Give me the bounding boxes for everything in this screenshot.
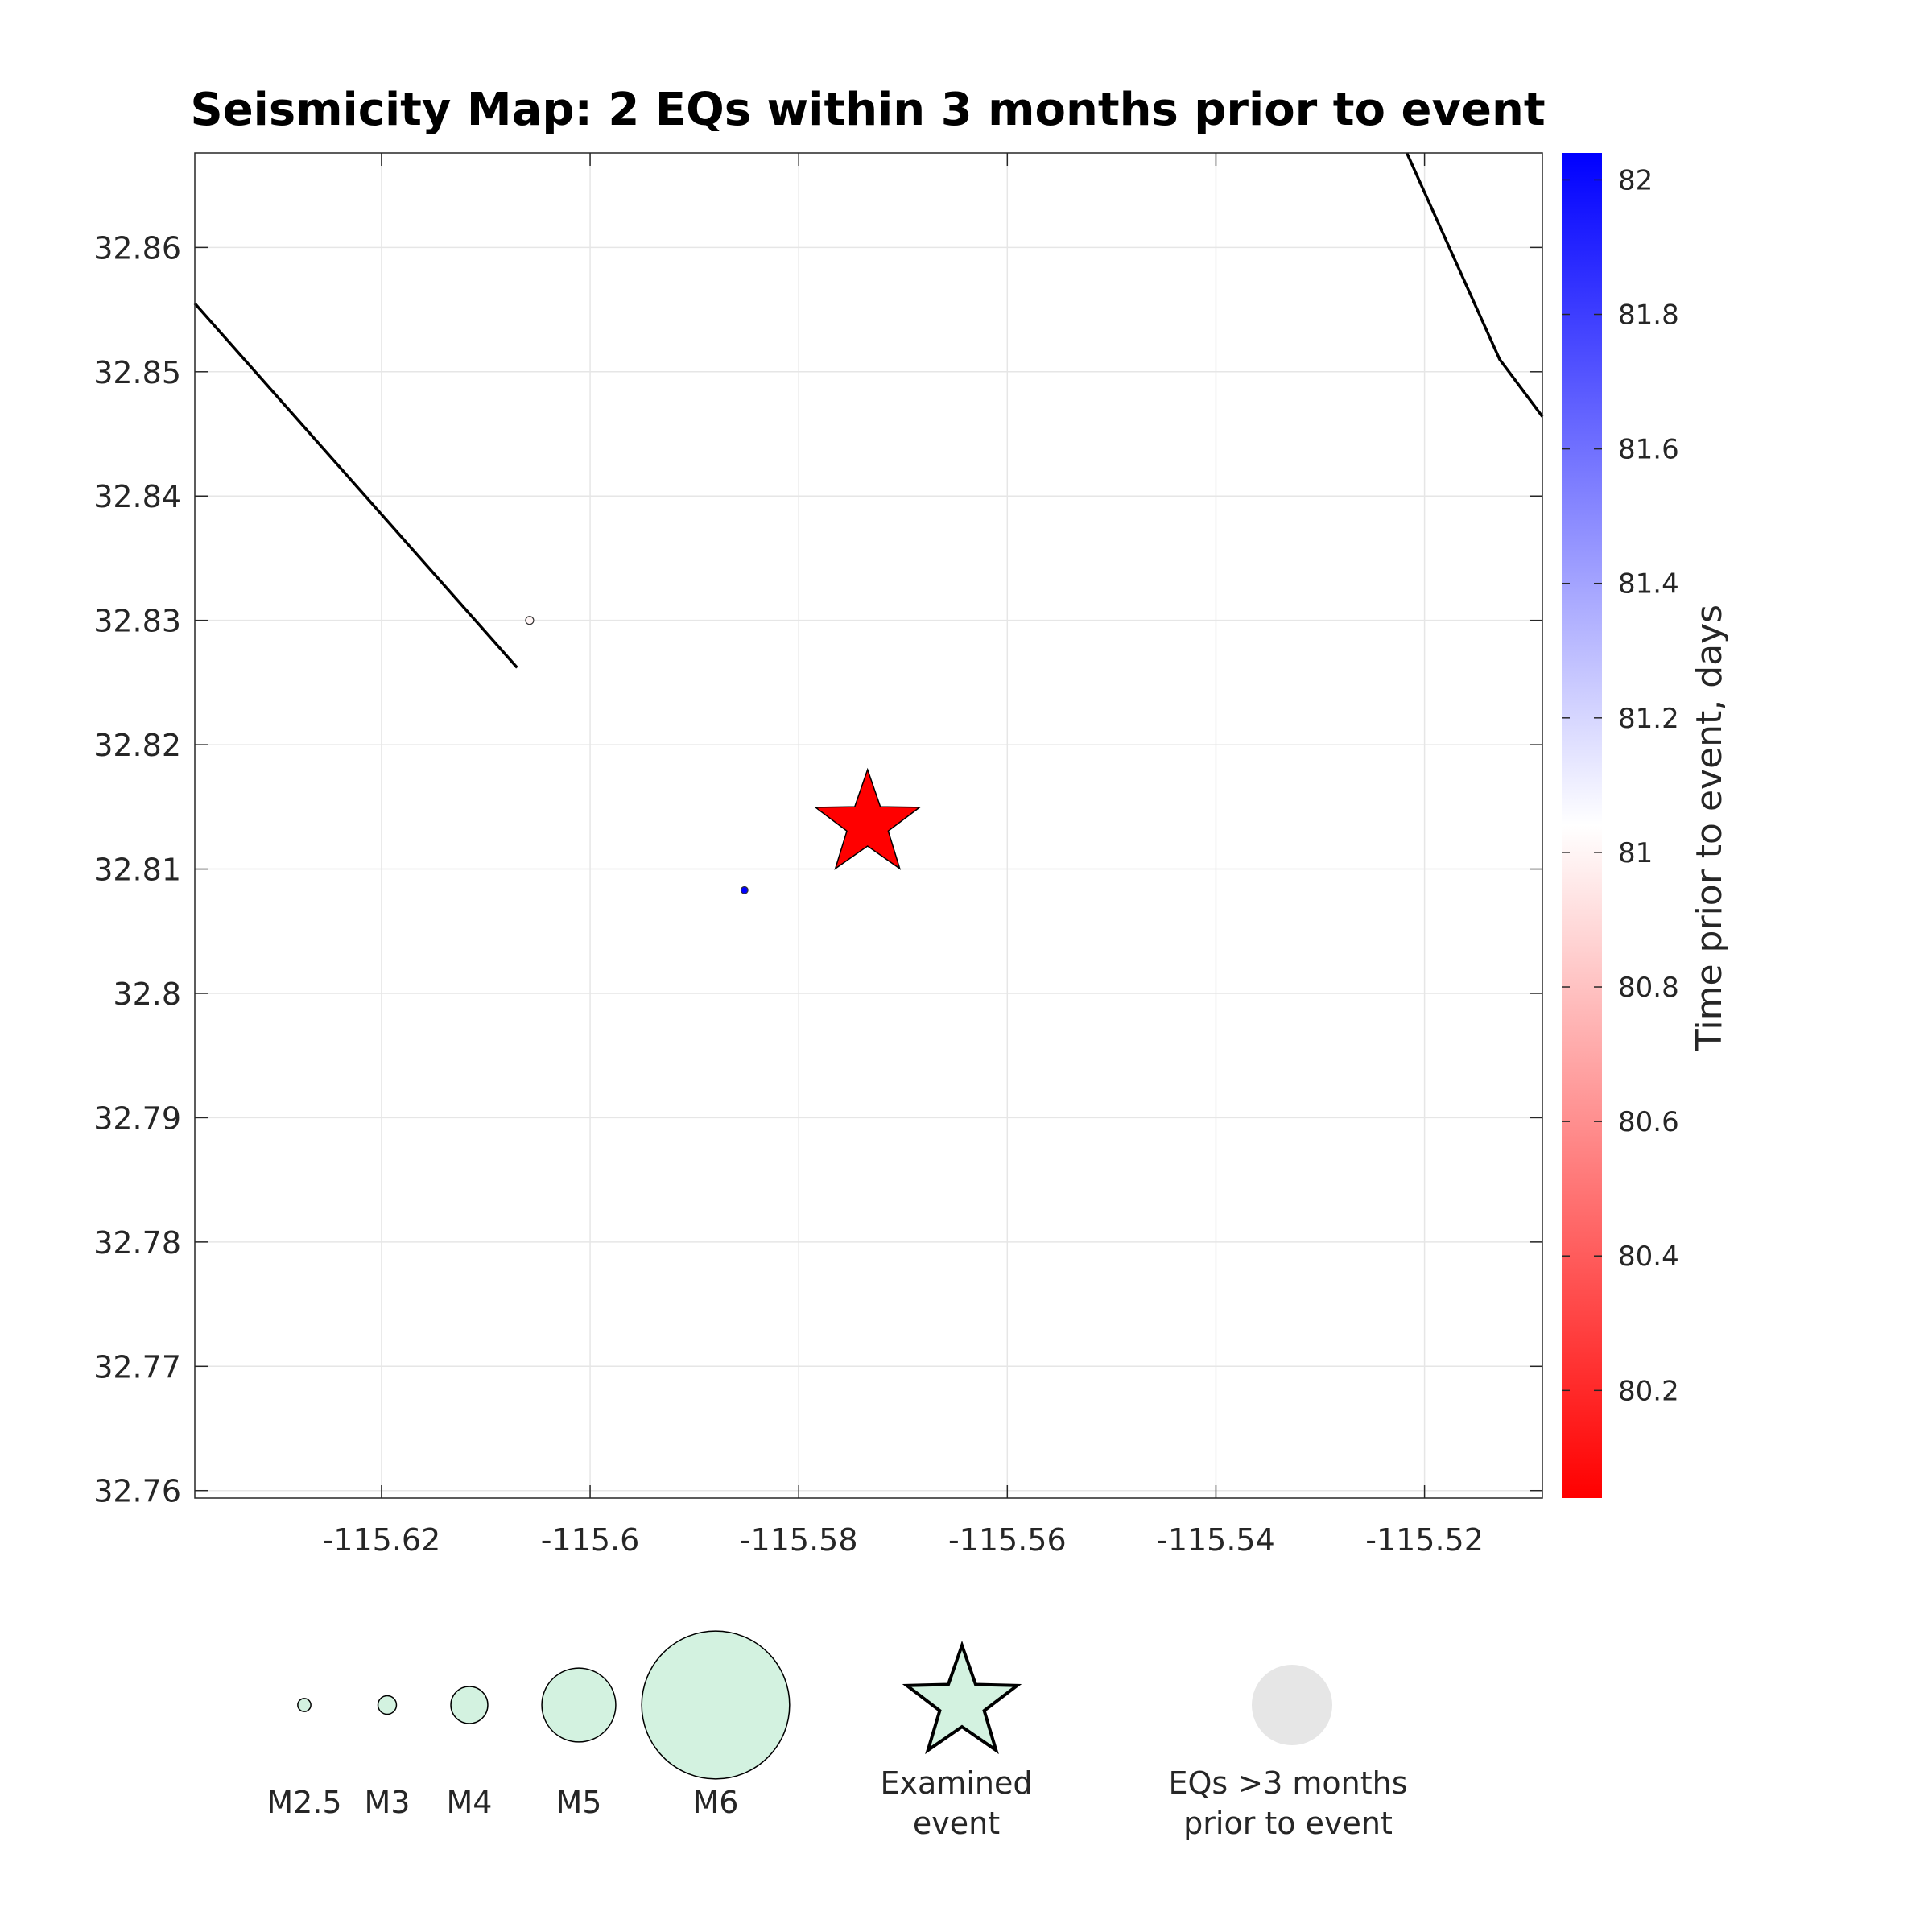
colorbar-tick-label: 81.8 <box>1618 299 1679 332</box>
y-tick-label: 32.8 <box>113 976 181 1012</box>
legend-magnitude-label: M3 <box>365 1785 411 1820</box>
legend-examined-label: Examined <box>881 1765 1033 1801</box>
legend-magnitude-label: M2.5 <box>266 1785 341 1820</box>
legend-magnitude-circle <box>377 1695 398 1715</box>
chart-title: Seismicity Map: 2 EQs within 3 months pr… <box>190 84 1545 136</box>
colorbar-tick-label: 81.2 <box>1618 703 1679 735</box>
colorbar-tick-label: 80.2 <box>1618 1375 1679 1407</box>
x-tick-label: -115.54 <box>1157 1522 1275 1558</box>
earthquake-marker <box>740 886 749 894</box>
colorbar-tick-label: 81.4 <box>1618 568 1679 601</box>
examined-event-star <box>813 767 922 870</box>
legend-old-eq-label: EQs >3 months <box>1168 1765 1407 1801</box>
legend-magnitude-circle <box>541 1667 617 1743</box>
legend-old-eq-circle <box>1252 1665 1332 1745</box>
colorbar-tick-label: 80.8 <box>1618 972 1679 1004</box>
legend-magnitude-circle <box>297 1698 312 1712</box>
legend-old-eq-label: prior to event <box>1183 1806 1393 1841</box>
colorbar-tick-label: 80.4 <box>1618 1241 1679 1273</box>
y-tick-label: 32.77 <box>93 1349 181 1385</box>
y-tick-label: 32.78 <box>93 1225 181 1261</box>
colorbar-tick-label: 82 <box>1618 164 1653 196</box>
colorbar-label: Time prior to event, days <box>1689 605 1730 1051</box>
earthquake-markers <box>525 616 749 894</box>
grid-lines <box>195 153 1542 1498</box>
y-tick-label: 32.79 <box>93 1100 181 1136</box>
x-tick-label: -115.52 <box>1365 1522 1484 1558</box>
legend-examined-label: event <box>913 1806 1000 1841</box>
legend-magnitude-circle <box>450 1686 489 1724</box>
legend: M2.5 M3 M4 M5 M6 Examined event EQs >3 months pr… <box>266 1630 1408 1841</box>
colorbar-tick-label: 81.6 <box>1618 434 1679 466</box>
legend-magnitude-label: M6 <box>693 1785 739 1820</box>
legend-magnitude-circle <box>641 1630 791 1780</box>
plot-frame <box>194 152 1543 1499</box>
earthquake-marker <box>525 616 535 625</box>
colorbar <box>1562 153 1602 1498</box>
examined-event-marker <box>813 767 922 870</box>
x-tick-label: -115.56 <box>948 1522 1067 1558</box>
x-axis-ticks: -115.62 -115.6 -115.58 -115.56 -115.54 -115.5… <box>323 153 1484 1558</box>
y-tick-label: 32.86 <box>93 230 181 266</box>
y-tick-label: 32.81 <box>93 852 181 888</box>
y-axis-ticks: 32.76 32.77 32.78 32.79 32.8 32.81 32.82 32.83 3… <box>93 230 1542 1509</box>
y-tick-label: 32.82 <box>93 728 181 763</box>
legend-magnitude-label: M5 <box>556 1785 602 1820</box>
legend-star-icon <box>902 1640 1022 1755</box>
colorbar-ticks: 80.2 80.4 80.6 80.8 81 81.2 81.4 81.6 81.8 82 <box>1562 164 1679 1407</box>
fault-lines <box>193 152 1544 669</box>
x-tick-label: -115.58 <box>740 1522 858 1558</box>
fault-line <box>1406 152 1544 418</box>
colorbar-tick-label: 81 <box>1618 837 1653 869</box>
fault-line <box>193 302 518 669</box>
x-tick-label: -115.6 <box>541 1522 640 1558</box>
y-tick-label: 32.85 <box>93 355 181 390</box>
colorbar-tick-label: 80.6 <box>1618 1106 1679 1138</box>
legend-magnitude-label: M4 <box>447 1785 493 1820</box>
y-tick-label: 32.76 <box>93 1474 181 1509</box>
y-tick-label: 32.83 <box>93 604 181 639</box>
x-tick-label: -115.62 <box>323 1522 441 1558</box>
y-tick-label: 32.84 <box>93 479 181 514</box>
